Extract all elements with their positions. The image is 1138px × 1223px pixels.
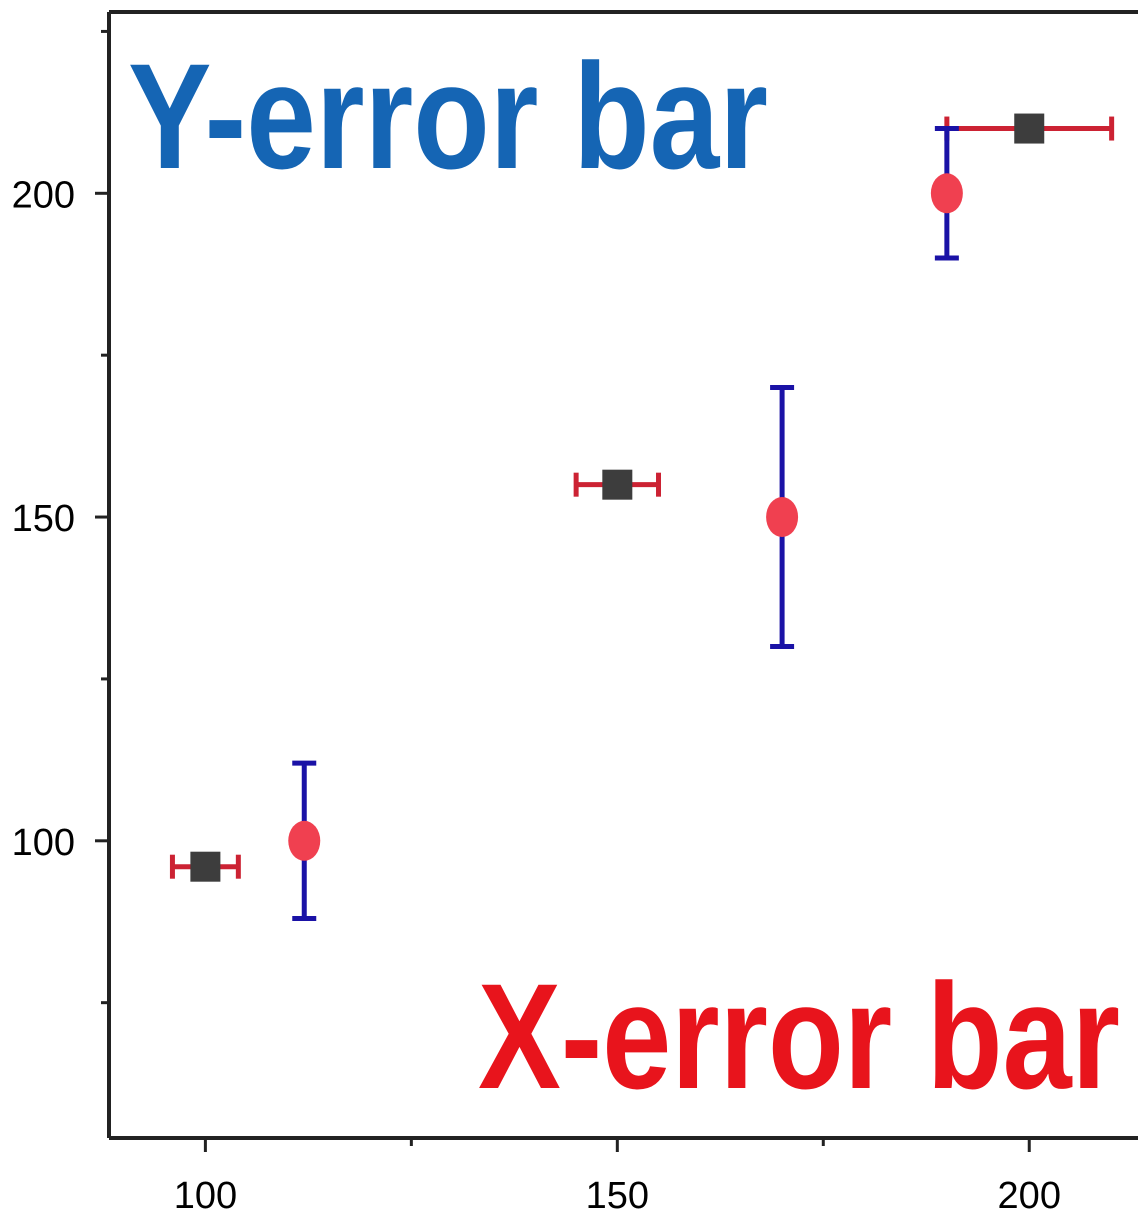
circle-marker bbox=[766, 497, 799, 538]
circle-marker bbox=[930, 173, 963, 214]
x-tick-label: 200 bbox=[998, 1175, 1061, 1217]
plot-frame bbox=[107, 10, 1138, 1140]
y-error-bar-annotation: Y-error bar bbox=[128, 32, 768, 200]
y-tick-label: 200 bbox=[12, 174, 75, 216]
tick-labels: 100 150 200 100 150 200 bbox=[12, 174, 1061, 1217]
y-tick-label: 100 bbox=[12, 822, 75, 864]
axis-ticks bbox=[95, 29, 1031, 1152]
x-error-bar-annotation: X-error bar bbox=[478, 952, 1120, 1120]
square-marker bbox=[1014, 113, 1045, 144]
x-tick-label: 150 bbox=[586, 1175, 649, 1217]
x-tick-label: 100 bbox=[174, 1175, 237, 1217]
data-marks bbox=[169, 113, 1115, 921]
square-marker bbox=[190, 851, 221, 882]
circle-marker bbox=[288, 820, 321, 861]
y-tick-label: 150 bbox=[12, 498, 75, 540]
annotations: Y-error bar X-error bar bbox=[128, 32, 1120, 1120]
square-marker bbox=[602, 469, 633, 500]
series-1 bbox=[169, 113, 1115, 882]
series-2 bbox=[288, 126, 963, 921]
